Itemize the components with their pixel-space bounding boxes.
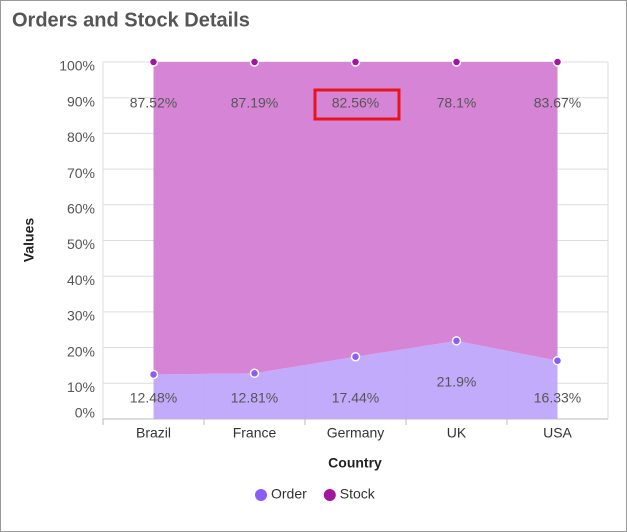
data-label: 12.48% xyxy=(130,390,177,406)
marker xyxy=(249,57,260,67)
y-tick-label: 60% xyxy=(67,201,95,217)
data-label: 82.56% xyxy=(332,95,379,111)
y-tick-label: 20% xyxy=(67,343,95,359)
y-tick-label: 70% xyxy=(67,165,95,181)
plot: 0% 10% 20% 30% 40% 50% 60% 70% 80% 90% 100% Brazil F… xyxy=(59,57,609,441)
x-tick-label: USA xyxy=(543,425,572,441)
x-tick-label: Germany xyxy=(327,425,385,441)
data-label: 21.9% xyxy=(437,374,477,390)
y-tick-label: 10% xyxy=(67,379,95,395)
x-axis-title: Country xyxy=(328,455,382,471)
highlight-box xyxy=(313,88,401,121)
x-tick-label: UK xyxy=(447,425,467,441)
legend-marker xyxy=(323,489,336,501)
legend-label: Stock xyxy=(340,486,376,502)
chart-title: Orders and Stock Details xyxy=(12,9,250,31)
data-label: 83.67% xyxy=(534,95,581,111)
area xyxy=(153,340,558,419)
data-label: 78.1% xyxy=(437,95,477,111)
data-label: 17.44% xyxy=(332,389,379,405)
data-label: 87.19% xyxy=(231,95,278,111)
x-tick-label: France xyxy=(233,425,277,441)
marker xyxy=(249,368,260,379)
marker xyxy=(148,369,159,380)
marker xyxy=(552,355,563,366)
y-tick-label: 30% xyxy=(67,308,95,324)
marker xyxy=(451,57,462,67)
y-tick-label: 40% xyxy=(67,272,95,288)
legend-label: Order xyxy=(271,486,307,502)
area xyxy=(153,62,558,375)
x-tick-label: Brazil xyxy=(136,425,171,441)
y-tick-label: 100% xyxy=(59,58,95,74)
marker xyxy=(148,57,159,67)
legend-marker xyxy=(255,489,267,501)
marker xyxy=(451,336,462,346)
y-tick-label: 50% xyxy=(67,236,95,252)
data-label: 16.33% xyxy=(534,390,581,406)
y-axis-title: Values xyxy=(21,218,37,263)
data-label: 87.52% xyxy=(130,95,177,111)
marker xyxy=(350,57,361,67)
marker xyxy=(350,351,361,362)
marker xyxy=(552,57,563,67)
y-tick-label: 80% xyxy=(67,129,95,145)
y-tick-label: 0% xyxy=(75,405,95,421)
y-tick-label: 90% xyxy=(67,93,95,109)
data-label: 12.81% xyxy=(231,390,278,406)
